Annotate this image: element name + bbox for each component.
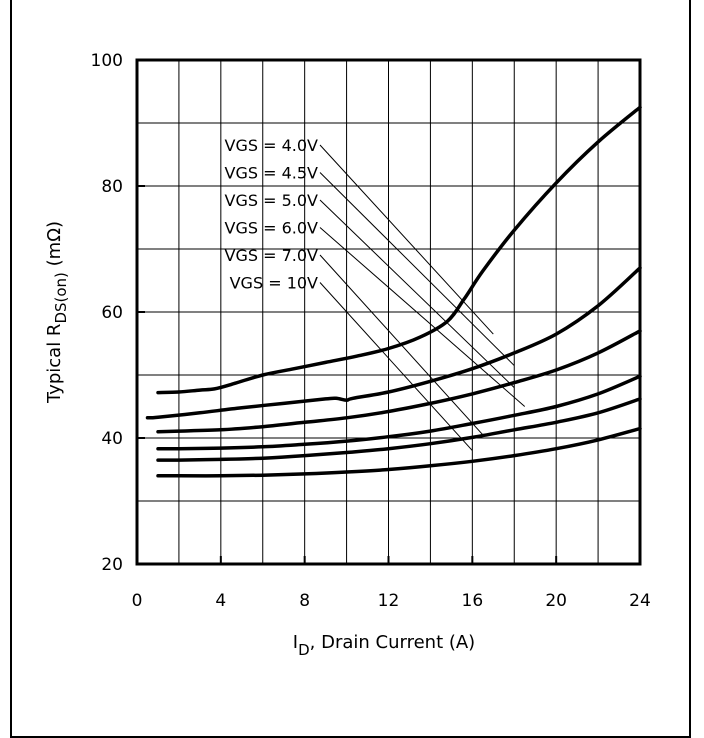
legend-label-4: VGS = 6.0V [225,219,319,238]
y-tick-label: 80 [101,177,123,197]
y-axis-title-rest: (mΩ) [44,221,65,272]
series-line-4 [156,374,642,451]
x-axis-title-main: I [293,632,298,653]
x-tick-label: 0 [132,591,143,611]
legend-label-6: VGS = 10V [230,274,318,293]
series-line-2 [145,266,642,420]
legend-leader-line-3 [319,199,515,388]
x-tick-label: 8 [299,591,310,611]
legend-label-2: VGS = 4.5V [225,164,319,183]
x-axis-title-rest: , Drain Current (A) [310,632,476,653]
y-axis-title-subscript: DS(on) [52,272,70,323]
legend-label-5: VGS = 7.0V [225,246,319,265]
series-line-1 [156,105,642,395]
legend: VGS = 4.0V VGS = 4.5V VGS = 5.0V VGS = 6.0V… [225,136,319,293]
legend-leader-line-5 [319,254,484,436]
x-axis-title: ID, Drain Current (A) [293,632,475,659]
legend-leader-lines [319,144,526,451]
legend-leader-line-1 [319,144,494,335]
y-axis-title-main: Typical R [44,324,65,404]
x-tick-label: 4 [215,591,226,611]
legend-label-3: VGS = 5.0V [225,191,319,210]
series-line-5 [156,397,642,462]
y-tick-label: 20 [101,555,123,575]
x-axis-ticks: 0 4 8 12 16 20 24 [132,556,651,611]
y-tick-label: 60 [101,303,123,323]
y-tick-label: 40 [101,429,123,449]
grid [137,60,640,564]
rdson-vs-drain-current-chart: VGS = 4.0V VGS = 4.5V VGS = 5.0V VGS = 6.0V… [44,51,651,659]
legend-leader-line-6 [319,282,473,451]
y-tick-label: 100 [91,51,123,71]
series-line-3 [156,329,642,434]
x-tick-label: 12 [378,591,400,611]
x-tick-label: 16 [462,591,484,611]
x-tick-label: 20 [545,591,567,611]
x-tick-label: 24 [629,591,651,611]
y-axis-ticks: 20 40 60 80 100 [91,51,145,575]
series-line-6 [156,426,642,478]
legend-leader-line-2 [319,172,515,366]
series-curves [145,105,642,478]
legend-label-1: VGS = 4.0V [225,136,319,155]
x-axis-title-subscript: D [298,641,310,659]
legend-leader-line-4 [319,227,526,407]
y-axis-title: Typical RDS(on) (mΩ) [44,221,70,404]
